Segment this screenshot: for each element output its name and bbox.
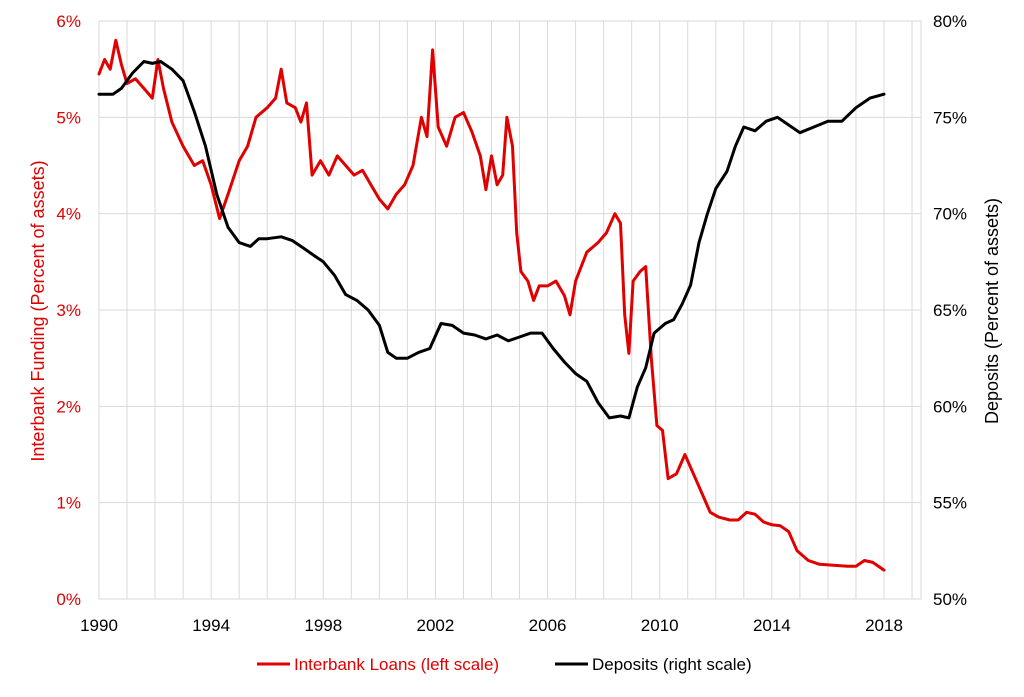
x-tick-label: 2010: [641, 616, 679, 635]
x-tick-label: 2014: [753, 616, 791, 635]
x-tick-label: 2002: [417, 616, 455, 635]
x-axis-ticks: 1990 1994 1998 2002 2006 2010 2014 2018: [80, 616, 903, 635]
gridlines: [98, 20, 921, 600]
left-tick-label: 6%: [56, 12, 81, 31]
plot-area: [98, 20, 922, 600]
right-tick-label: 60%: [933, 397, 967, 416]
left-tick-label: 5%: [56, 108, 81, 127]
legend-label-deposits: Deposits (right scale): [592, 655, 752, 674]
left-tick-label: 0%: [56, 590, 81, 609]
series-line-interbank-loans: [97, 38, 886, 572]
left-tick-label: 4%: [56, 205, 81, 224]
right-axis-ticks: 50% 55% 60% 65% 70% 75% 80%: [933, 12, 967, 609]
right-tick-label: 55%: [933, 494, 967, 513]
left-axis-ticks: 0% 1% 2% 3% 4% 5% 6%: [56, 12, 81, 609]
left-tick-label: 3%: [56, 301, 81, 320]
right-tick-label: 65%: [933, 301, 967, 320]
x-tick-label: 1998: [304, 616, 342, 635]
left-tick-label: 1%: [56, 494, 81, 513]
x-tick-label: 1994: [192, 616, 230, 635]
x-tick-label: 2006: [529, 616, 567, 635]
right-tick-label: 80%: [933, 12, 967, 31]
left-axis-title: Interbank Funding (Percent of assets): [28, 160, 48, 461]
legend: Interbank Loans (left scale) Deposits (r…: [257, 655, 752, 674]
right-tick-label: 50%: [933, 590, 967, 609]
left-tick-label: 2%: [56, 397, 81, 416]
series-layer: [97, 38, 886, 572]
right-tick-label: 70%: [933, 205, 967, 224]
x-tick-label: 1990: [80, 616, 118, 635]
legend-label-interbank: Interbank Loans (left scale): [294, 655, 499, 674]
series-line-deposits: [97, 60, 886, 420]
right-axis-title: Deposits (Percent of assets): [982, 198, 1002, 424]
x-tick-label: 2018: [865, 616, 903, 635]
right-tick-label: 75%: [933, 108, 967, 127]
